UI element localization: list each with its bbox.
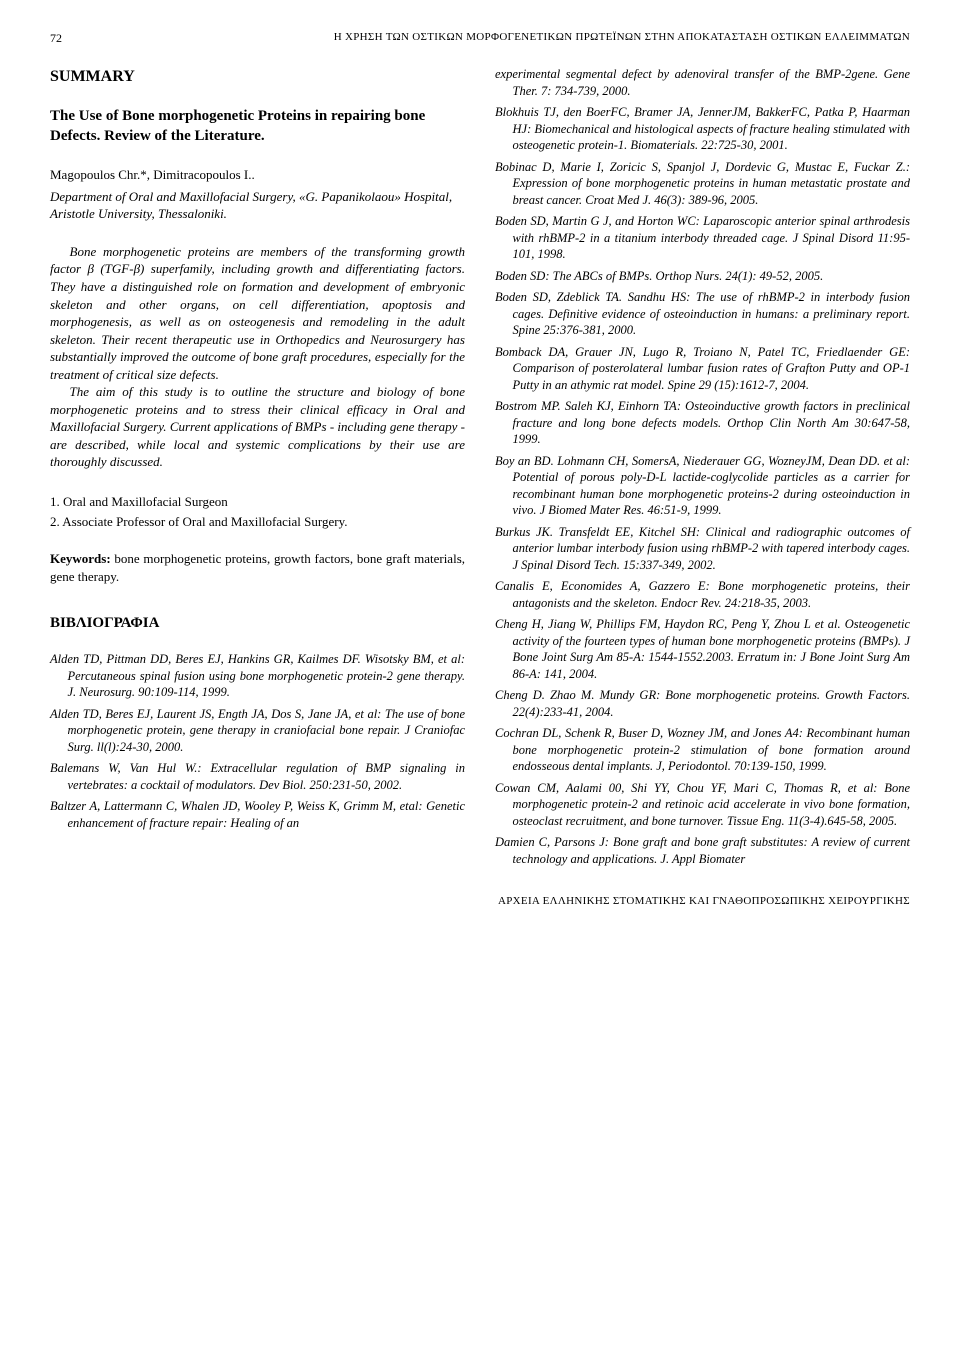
reference-entry: Bobinac D, Marie I, Zoricic S, Spanjol J… bbox=[495, 159, 910, 209]
left-column: SUMMARY The Use of Bone morphogenetic Pr… bbox=[50, 66, 465, 872]
reference-entry: Boden SD, Martin G J, and Horton WC: Lap… bbox=[495, 213, 910, 263]
reference-entry: Damien C, Parsons J: Bone graft and bone… bbox=[495, 834, 910, 867]
author-note-line: 1. Oral and Maxillofacial Surgeon bbox=[50, 493, 465, 511]
reference-entry: Alden TD, Beres EJ, Laurent JS, Ength JA… bbox=[50, 706, 465, 756]
authors-line: Magopoulos Chr.*, Dimitracopoulos I.. bbox=[50, 166, 465, 184]
references-left: Alden TD, Pittman DD, Beres EJ, Hankins … bbox=[50, 651, 465, 831]
right-column: experimental segmental defect by adenovi… bbox=[495, 66, 910, 872]
author-notes: 1. Oral and Maxillofacial Surgeon 2. Ass… bbox=[50, 493, 465, 530]
content-columns: SUMMARY The Use of Bone morphogenetic Pr… bbox=[50, 66, 910, 872]
reference-entry: Alden TD, Pittman DD, Beres EJ, Hankins … bbox=[50, 651, 465, 701]
abstract-block: Bone morphogenetic proteins are members … bbox=[50, 243, 465, 471]
article-title: The Use of Bone morphogenetic Proteins i… bbox=[50, 106, 465, 147]
abstract-paragraph: The aim of this study is to outline the … bbox=[50, 383, 465, 471]
keywords-text: bone morphogenetic proteins, growth fact… bbox=[50, 551, 465, 584]
reference-entry: Boy an BD. Lohmann CH, SomersA, Niederau… bbox=[495, 453, 910, 519]
reference-entry: Boden SD, Zdeblick TA. Sandhu HS: The us… bbox=[495, 289, 910, 339]
running-title: Η ΧΡΗΣΗ ΤΩΝ ΟΣΤΙΚΩΝ ΜΟΡΦΟΓΕΝΕΤΙΚΩΝ ΠΡΩΤΕ… bbox=[334, 30, 910, 46]
reference-entry: Burkus JK. Transfeldt EE, Kitchel SH: Cl… bbox=[495, 524, 910, 574]
keywords-label: Keywords: bbox=[50, 551, 111, 566]
reference-entry: Cowan CM, Aalami 00, Shi YY, Chou YF, Ma… bbox=[495, 780, 910, 830]
keywords-block: Keywords: bone morphogenetic proteins, g… bbox=[50, 550, 465, 585]
reference-entry: Cheng H, Jiang W, Phillips FM, Haydon RC… bbox=[495, 616, 910, 682]
reference-entry: experimental segmental defect by adenovi… bbox=[495, 66, 910, 99]
page-number: 72 bbox=[50, 30, 62, 46]
bibliography-heading: ΒΙΒΛΙΟΓΡΑΦΙΑ bbox=[50, 613, 465, 633]
page-footer: ΑΡΧΕΙΑ ΕΛΛΗΝΙΚΗΣ ΣΤΟΜΑΤΙΚΗΣ ΚΑΙ ΓΝΑΘΟΠΡΟ… bbox=[50, 894, 910, 909]
summary-heading: SUMMARY bbox=[50, 66, 465, 88]
reference-entry: Blokhuis TJ, den BoerFC, Bramer JA, Jenn… bbox=[495, 104, 910, 154]
reference-entry: Bostrom MP. Saleh KJ, Einhorn TA: Osteoi… bbox=[495, 398, 910, 448]
reference-entry: Bomback DA, Grauer JN, Lugo R, Troiano N… bbox=[495, 344, 910, 394]
reference-entry: Balemans W, Van Hul W.: Extracellular re… bbox=[50, 760, 465, 793]
affiliation-line: Department of Oral and Maxillofacial Sur… bbox=[50, 188, 465, 223]
reference-entry: Boden SD: The ABCs of BMPs. Orthop Nurs.… bbox=[495, 268, 910, 285]
page-header: 72 Η ΧΡΗΣΗ ΤΩΝ ΟΣΤΙΚΩΝ ΜΟΡΦΟΓΕΝΕΤΙΚΩΝ ΠΡ… bbox=[50, 30, 910, 46]
reference-entry: Cheng D. Zhao M. Mundy GR: Bone morphoge… bbox=[495, 687, 910, 720]
author-note-line: 2. Associate Professor of Oral and Maxil… bbox=[50, 513, 465, 531]
references-right: experimental segmental defect by adenovi… bbox=[495, 66, 910, 867]
abstract-paragraph: Bone morphogenetic proteins are members … bbox=[50, 243, 465, 383]
reference-entry: Cochran DL, Schenk R, Buser D, Wozney JM… bbox=[495, 725, 910, 775]
reference-entry: Canalis E, Economides A, Gazzero E: Bone… bbox=[495, 578, 910, 611]
reference-entry: Baltzer A, Lattermann C, Whalen JD, Wool… bbox=[50, 798, 465, 831]
